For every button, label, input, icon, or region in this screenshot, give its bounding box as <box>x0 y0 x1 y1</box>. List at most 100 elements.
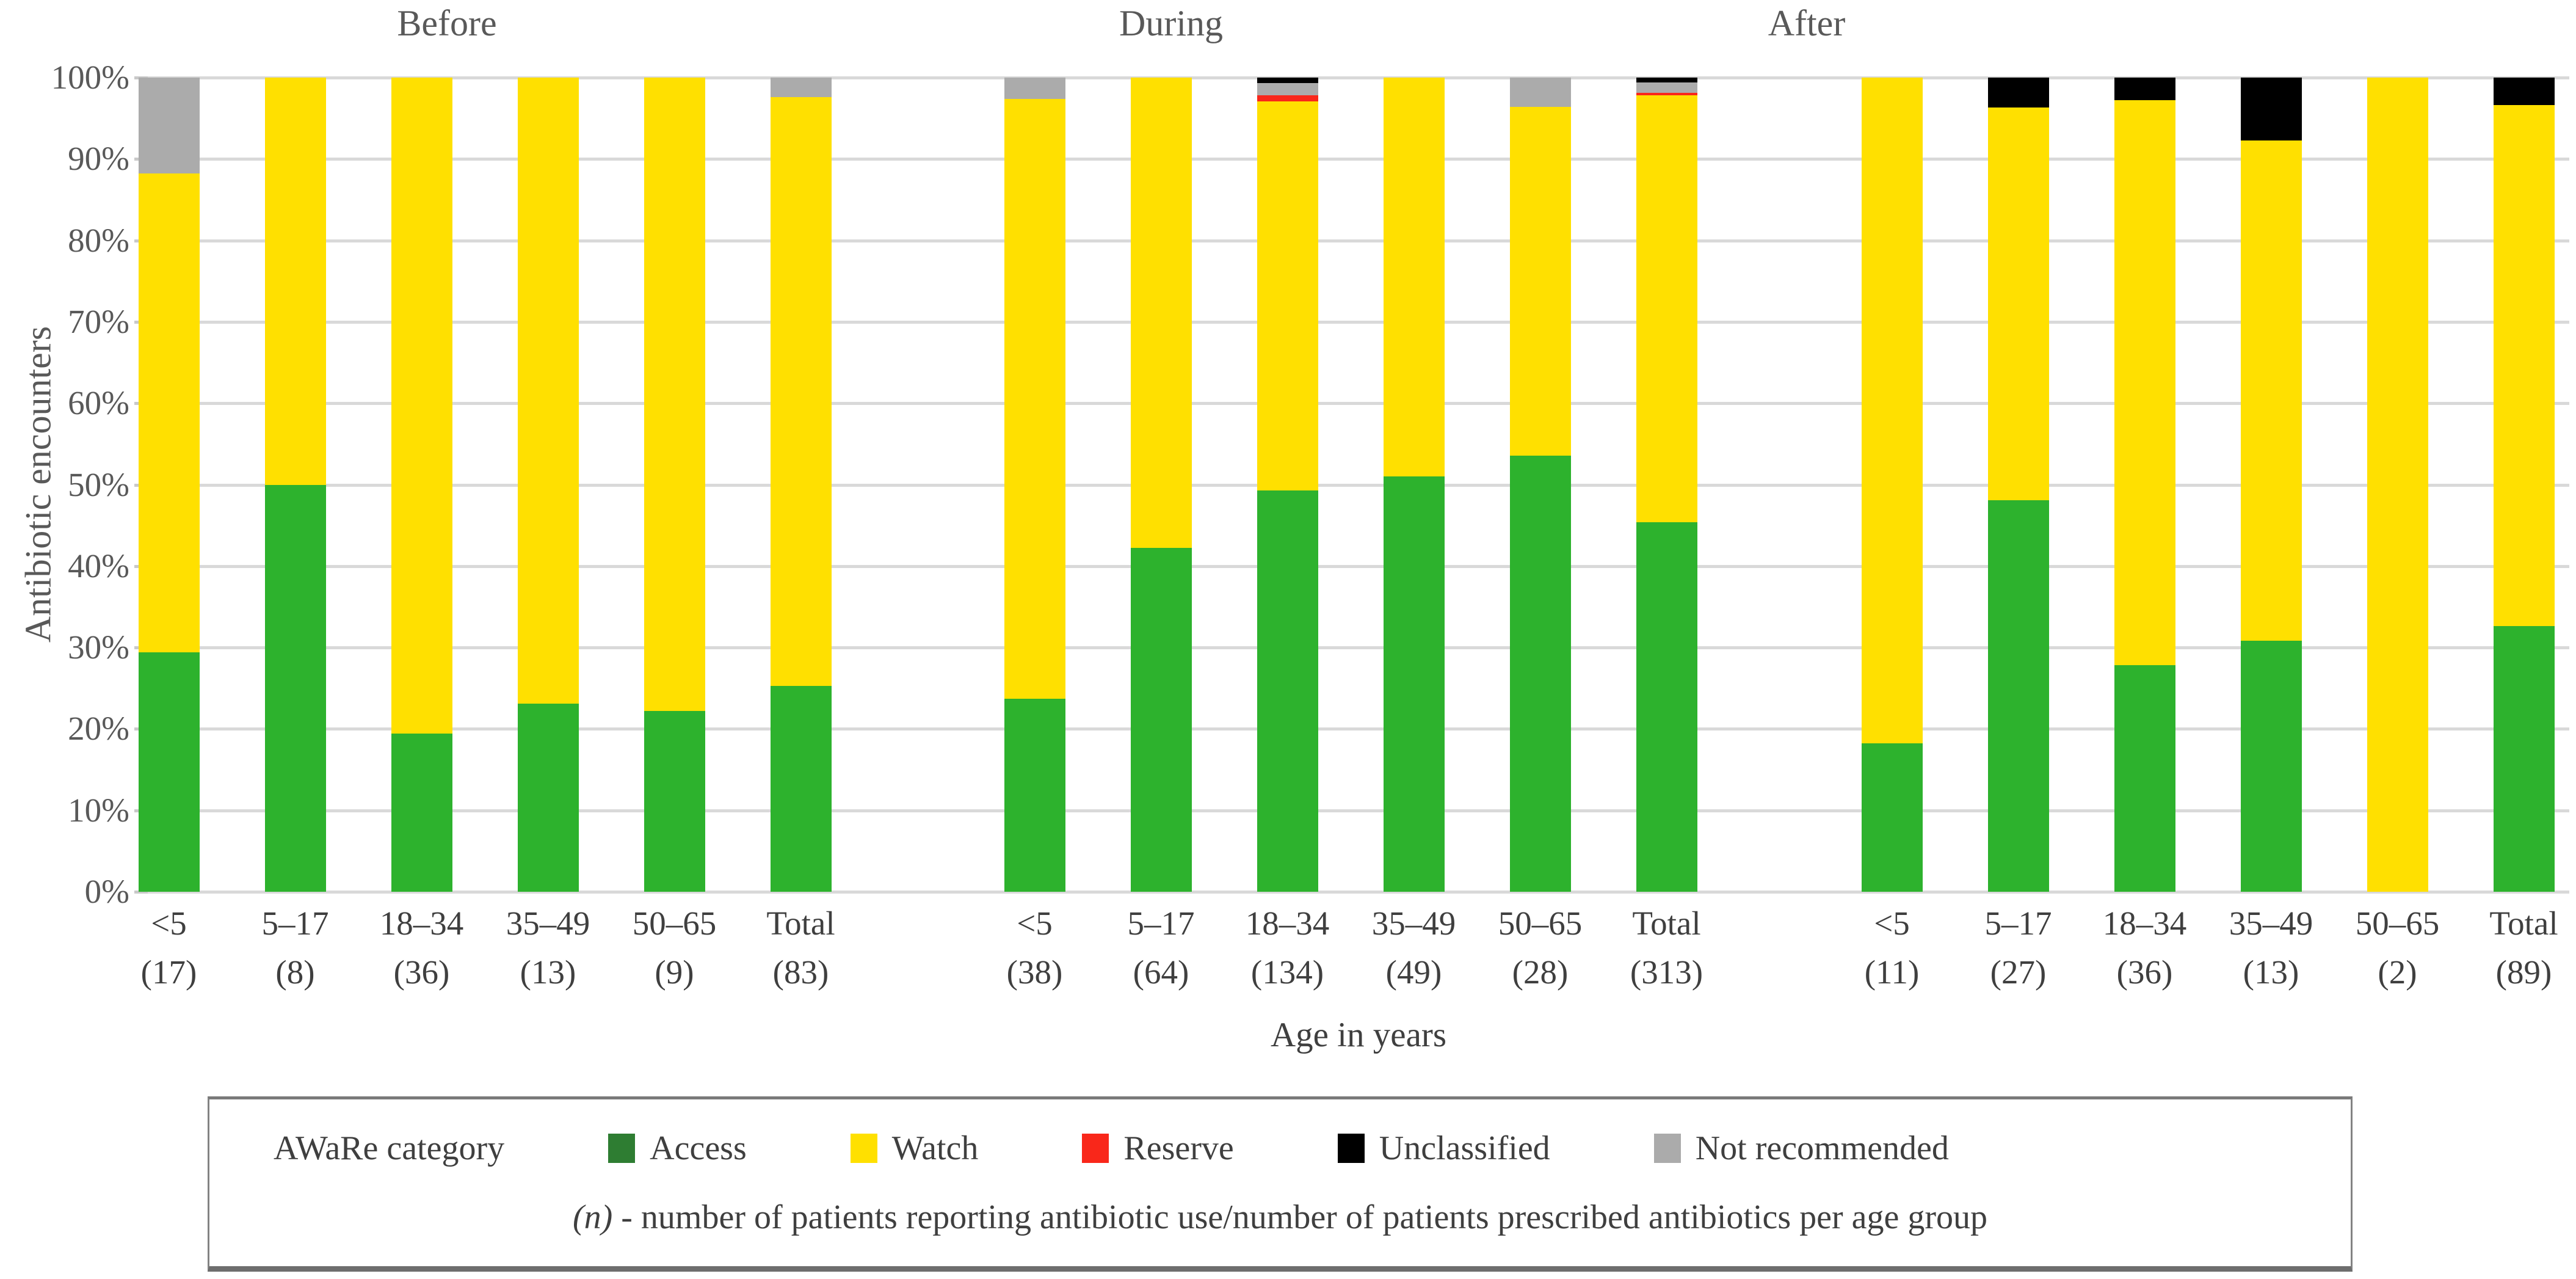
n-count-label: (17) <box>140 953 197 991</box>
x-category-label: 5–17 (64) <box>1098 899 1224 997</box>
bar-slot <box>2208 78 2334 892</box>
age-range-label: <5 <box>1017 905 1053 942</box>
age-range-label: 35–49 <box>1371 905 1456 942</box>
gridline <box>147 809 2569 812</box>
bar-segment-watch <box>1987 107 2049 500</box>
n-count-label: (13) <box>520 953 576 991</box>
bar-segment-watch <box>138 173 200 653</box>
age-range-label: 5–17 <box>1984 905 2052 942</box>
legend-label: Access <box>650 1129 747 1168</box>
y-tick-mark <box>134 891 148 894</box>
bar-slot <box>358 78 485 892</box>
bar-segment-watch <box>770 97 832 686</box>
legend-item-unclassified: Unclassified <box>1337 1129 1550 1168</box>
gridline <box>147 76 2569 79</box>
bar-segment-access <box>2114 665 2175 892</box>
bar-slot <box>1224 78 1351 892</box>
x-category-label: <5 (17) <box>106 899 232 997</box>
label-group-during: <5 (38) 5–17 (64) 18–34 (134) 35–49 (49) 50–65 (2… <box>971 899 1730 997</box>
bar-slot <box>1955 78 2081 892</box>
bar-slot <box>1603 78 1730 892</box>
y-tick-label: 40% <box>68 547 129 585</box>
x-category-label: <5 (38) <box>971 899 1098 997</box>
bar-segment-watch <box>1636 95 1697 522</box>
panel-title-during: During <box>1119 3 1223 43</box>
bar-segment-watch <box>1383 78 1445 477</box>
bar-slot <box>2461 78 2576 892</box>
bar-segment-access <box>1383 476 1445 892</box>
bar-segment-not_recommended <box>770 78 832 98</box>
bar-segment-watch <box>264 78 326 485</box>
x-category-label: 50–65 (2) <box>2334 899 2461 997</box>
bar-slot <box>106 78 232 892</box>
bar-group-during <box>971 78 1730 892</box>
stacked-bar-after-18–34 <box>2114 78 2175 892</box>
bar-segment-reserve <box>1257 95 1318 101</box>
stacked-bar-after-<5 <box>1861 78 1923 892</box>
age-range-label: <5 <box>151 905 187 942</box>
bar-slot <box>485 78 611 892</box>
x-category-label: 35–49 (13) <box>485 899 611 997</box>
x-category-label: 35–49 (13) <box>2208 899 2334 997</box>
bar-segment-watch <box>1861 78 1923 744</box>
legend-item-watch: Watch <box>850 1129 978 1168</box>
bar-segment-not_recommended <box>138 78 200 174</box>
x-category-label: 50–65 (9) <box>611 899 738 997</box>
y-tick-label: 60% <box>68 384 129 422</box>
n-count-label: (9) <box>655 953 694 991</box>
bar-slot <box>2081 78 2208 892</box>
age-range-label: 35–49 <box>2229 905 2313 942</box>
bar-segment-watch <box>2367 78 2428 892</box>
n-count-label: (2) <box>2378 953 2417 991</box>
gridline <box>147 891 2569 894</box>
age-range-label: Total <box>2489 905 2558 942</box>
bar-segment-unclassified <box>2493 78 2555 106</box>
n-count-label: (27) <box>1990 953 2047 991</box>
y-tick-label: 20% <box>68 710 129 748</box>
age-range-label: 18–34 <box>1245 905 1330 942</box>
label-group-before: <5 (17) 5–17 (8) 18–34 (36) 35–49 (13) 50–65 (9) T… <box>106 899 864 997</box>
bar-segment-access <box>2493 626 2555 892</box>
bar-segment-watch <box>2493 105 2555 627</box>
legend-swatch-icon <box>1337 1134 1365 1164</box>
gridline <box>147 402 2569 406</box>
n-count-label: (36) <box>393 953 450 991</box>
age-range-label: Total <box>1632 905 1701 942</box>
bar-segment-unclassified <box>1987 78 2049 108</box>
bar-segment-access <box>770 685 832 892</box>
x-category-label: Total (83) <box>738 899 864 997</box>
bar-segment-not_recommended <box>1257 83 1318 96</box>
bar-segment-unclassified <box>1257 78 1318 84</box>
stacked-bar-after-5–17 <box>1987 78 2049 892</box>
bar-segment-watch <box>1130 78 1192 548</box>
age-range-label: 35–49 <box>506 905 590 942</box>
age-range-label: 18–34 <box>379 905 464 942</box>
bar-slot <box>232 78 358 892</box>
legend-note-text: - number of patients reporting antibioti… <box>612 1198 1988 1236</box>
stacked-bar-during-35–49 <box>1383 78 1445 892</box>
n-count-label: (8) <box>275 953 315 991</box>
n-count-label: (64) <box>1133 953 1189 991</box>
legend-swatch-icon <box>1653 1134 1681 1164</box>
y-tick-label: 0% <box>84 873 129 910</box>
legend-note: (n) - number of patients reporting antib… <box>209 1198 2351 1237</box>
bar-slot <box>1477 78 1603 892</box>
gridline <box>147 564 2569 568</box>
stacked-bar-before-5–17 <box>264 78 326 892</box>
bar-segment-access <box>517 704 579 892</box>
legend-box: AWaRe category Access Watch Reserve Unclass… <box>208 1096 2353 1272</box>
n-count-label: (28) <box>1512 953 1569 991</box>
x-category-label: <5 (11) <box>1829 899 1955 997</box>
x-category-label: 5–17 (8) <box>232 899 358 997</box>
stacked-bar-during-50–65 <box>1509 78 1571 892</box>
bar-slot <box>971 78 1098 892</box>
stacked-bar-during-18–34 <box>1257 78 1318 892</box>
age-range-label: 5–17 <box>261 905 329 942</box>
y-tick-label: 100% <box>51 59 129 96</box>
bar-segment-access <box>1509 455 1571 892</box>
stacked-bar-before-18–34 <box>391 78 452 892</box>
bar-segment-unclassified <box>1636 78 1697 83</box>
bar-segment-access <box>391 734 452 892</box>
panel-title-after: After <box>1768 3 1846 43</box>
